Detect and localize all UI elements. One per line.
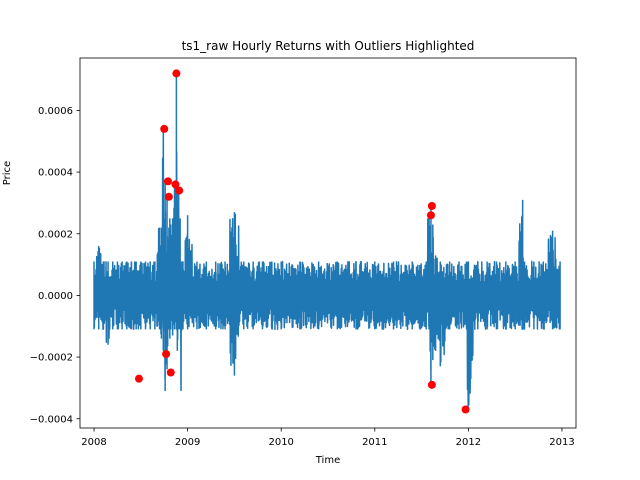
y-tick-label: 0.0004: [38, 168, 73, 179]
x-tick-label: 2013: [549, 437, 574, 448]
x-tick-label: 2011: [362, 437, 387, 448]
y-axis: −0.0004 −0.0002 0.0000 0.0002 0.0004 0.0006: [30, 106, 80, 425]
y-tick-label: 0.0000: [38, 291, 73, 302]
outlier-point: [171, 180, 180, 189]
outlier-point: [172, 69, 181, 78]
x-axis: 2008 2009 2010 2011 2012 2013: [81, 428, 575, 448]
x-tick-label: 2010: [268, 437, 293, 448]
x-tick-label: 2008: [81, 437, 106, 448]
chart-title: ts1_raw Hourly Returns with Outliers Hig…: [182, 39, 475, 53]
outlier-point: [175, 186, 184, 195]
outlier-point: [160, 124, 169, 133]
outlier-point: [162, 350, 171, 358]
outlier-point: [461, 405, 470, 414]
outlier-point: [426, 211, 435, 220]
y-axis-label: Price: [2, 161, 13, 185]
outlier-point: [163, 177, 172, 186]
outlier-point: [427, 202, 436, 210]
y-tick-label: 0.0006: [38, 106, 73, 117]
x-tick-label: 2009: [175, 437, 200, 448]
outlier-point: [166, 368, 175, 377]
y-tick-label: 0.0002: [38, 229, 73, 240]
series-line-returns: [93, 73, 561, 407]
x-tick-label: 2012: [456, 437, 481, 448]
outlier-point: [427, 380, 436, 389]
x-axis-label: Time: [315, 455, 340, 466]
axes-frame: [79, 57, 577, 429]
y-tick-label: −0.0002: [30, 353, 73, 364]
plot-area: [93, 69, 561, 414]
y-tick-label: −0.0004: [30, 414, 73, 425]
outlier-point: [164, 192, 173, 201]
outlier-point: [134, 374, 143, 383]
